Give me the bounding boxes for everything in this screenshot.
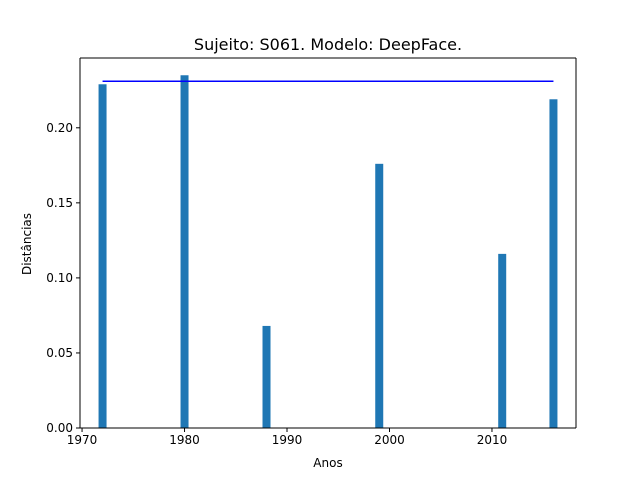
plot-area: 1970 1980 1990 2000 2010 0.00 0.05 0.10 0.15 0.20 [46,57,577,447]
bar-2011 [498,253,507,428]
y-tick-label-1: 0.05 [46,346,73,360]
chart-title: Sujeito: S061. Modelo: DeepFace. [194,35,462,54]
x-tick-label-1990: 1990 [272,433,303,447]
y-tick-label-0: 0.00 [46,421,73,435]
y-axis-label: Distâncias [20,213,34,275]
x-tick-label-2000: 2000 [374,433,405,447]
y-tick-label-3: 0.15 [46,196,73,210]
bar-1972 [98,84,107,429]
y-tick-label-4: 0.20 [46,121,73,135]
bar-1980 [180,75,189,428]
y-tick-label-2: 0.10 [46,271,73,285]
x-tick-label-1980: 1980 [169,433,200,447]
bar-2016 [549,99,558,428]
bar-1999 [375,163,384,428]
x-tick-label-2010: 2010 [477,433,508,447]
x-tick-label-1970: 1970 [67,433,98,447]
bar-1988 [262,325,271,428]
x-axis-label: Anos [313,456,342,470]
